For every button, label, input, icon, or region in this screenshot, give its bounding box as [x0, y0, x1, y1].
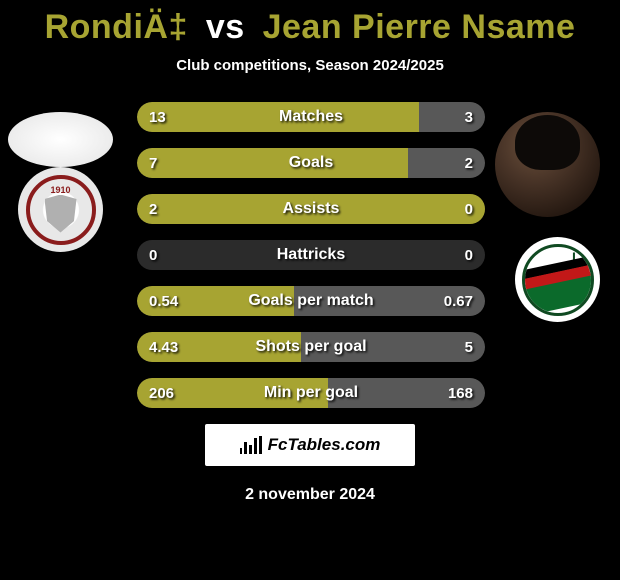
club-shield-icon — [45, 195, 77, 233]
stats-bars: 133Matches 72Goals 20Assists 0 0Hattricks 0.5… — [137, 102, 485, 408]
bar-fill-left — [137, 286, 294, 316]
stat-bar: 20Assists — [137, 194, 485, 224]
bar-fill-right — [328, 378, 485, 408]
bar-fill-right — [301, 332, 485, 362]
title-vs: vs — [206, 8, 245, 46]
stat-bar: 4.435Shots per goal — [137, 332, 485, 362]
club-year: 1910 — [50, 185, 70, 195]
comparison-panel: 1910 L 133Matches 72Goals 20Assists 0 0Hattr… — [0, 102, 620, 408]
bar-fill-left — [137, 194, 485, 224]
bar-fill-right — [294, 286, 485, 316]
player1-name: RondiÄ‡ — [45, 8, 188, 46]
page-title: RondiÄ‡ vs Jean Pierre Nsame — [0, 0, 620, 47]
player2-avatar — [495, 112, 600, 217]
stat-bar: 206168Min per goal — [137, 378, 485, 408]
source-badge: FcTables.com — [205, 424, 415, 466]
player2-name: Jean Pierre Nsame — [263, 8, 576, 46]
player2-club-badge: L — [515, 237, 600, 322]
stat-bar: 72Goals — [137, 148, 485, 178]
bar-fill-left — [137, 102, 419, 132]
subtitle: Club competitions, Season 2024/2025 — [0, 57, 620, 74]
player1-avatar — [8, 112, 113, 167]
bar-fill-right — [408, 148, 485, 178]
source-brand: FcTables.com — [268, 435, 381, 455]
stat-value-right: 0 — [465, 240, 473, 270]
player1-club-badge: 1910 — [18, 167, 103, 252]
club-badge-inner: L — [522, 244, 594, 316]
stat-label: Hattricks — [137, 240, 485, 270]
date-label: 2 november 2024 — [0, 486, 620, 504]
bar-fill-left — [137, 378, 328, 408]
stat-bar: 0 0Hattricks — [137, 240, 485, 270]
bar-fill-left — [137, 148, 408, 178]
bar-fill-right — [419, 102, 485, 132]
bar-chart-icon — [240, 436, 262, 454]
club-badge-inner: 1910 — [26, 175, 96, 245]
bar-fill-left — [137, 332, 301, 362]
stat-bar: 133Matches — [137, 102, 485, 132]
stat-value-left: 0 — [149, 240, 157, 270]
stat-bar: 0.540.67Goals per match — [137, 286, 485, 316]
